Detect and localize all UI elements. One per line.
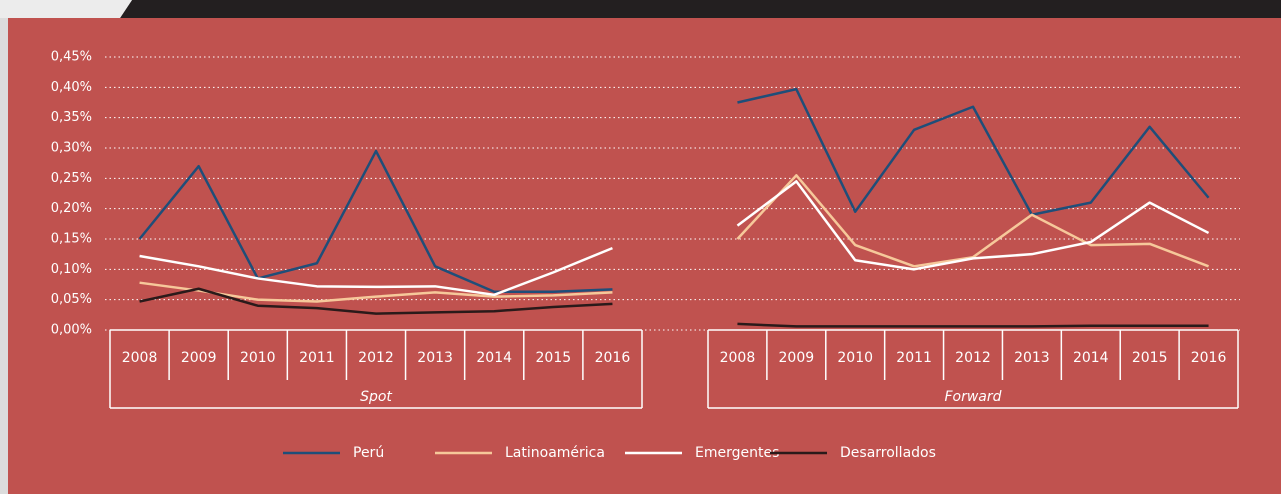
x-tick-label: 2015: [536, 350, 572, 366]
x-tick-label: 2012: [955, 350, 991, 366]
x-tick-label: 2009: [181, 350, 217, 366]
x-tick-label: 2008: [720, 350, 756, 366]
x-tick-label: 2011: [896, 350, 932, 366]
group-label: Forward: [944, 389, 1001, 405]
series-line: [139, 287, 613, 315]
y-tick-label: 0,40%: [51, 80, 92, 95]
x-tick-label: 2013: [417, 350, 453, 366]
legend-label: Latinoamérica: [505, 445, 605, 461]
legend-label: Perú: [353, 445, 384, 461]
x-tick-label: 2016: [595, 350, 631, 366]
x-tick-label: 2015: [1132, 350, 1168, 366]
x-tick-label: 2013: [1014, 350, 1050, 366]
series-line: [736, 180, 1210, 271]
x-tick-label: 2009: [779, 350, 815, 366]
y-tick-label: 0,00%: [51, 323, 92, 338]
x-tick-label: 2012: [358, 350, 394, 366]
y-tick-label: 0,35%: [51, 110, 92, 125]
y-tick-label: 0,05%: [51, 292, 92, 307]
legend-label: Emergentes: [695, 445, 779, 461]
legend-label: Desarrollados: [840, 445, 936, 461]
series-line: [138, 149, 613, 294]
series-line: [139, 246, 613, 297]
x-tick-label: 2011: [299, 350, 335, 366]
series-line: [737, 322, 1209, 328]
x-tick-label: 2014: [1073, 350, 1109, 366]
series-line: [737, 87, 1210, 216]
y-tick-label: 0,10%: [51, 262, 92, 277]
y-tick-label: 0,30%: [51, 141, 92, 156]
top-band: [0, 0, 1281, 18]
group-label: Spot: [360, 389, 392, 405]
y-tick-label: 0,20%: [51, 201, 92, 216]
y-tick-label: 0,15%: [51, 232, 92, 247]
x-tick-label: 2008: [122, 350, 158, 366]
y-tick-label: 0,25%: [51, 171, 92, 186]
x-tick-label: 2010: [240, 350, 276, 366]
x-tick-label: 2014: [476, 350, 512, 366]
x-tick-label: 2010: [837, 350, 873, 366]
y-tick-label: 0,45%: [51, 50, 92, 65]
chart-bg: [8, 18, 1281, 494]
top-tab: [0, 0, 132, 18]
x-tick-label: 2016: [1191, 350, 1227, 366]
